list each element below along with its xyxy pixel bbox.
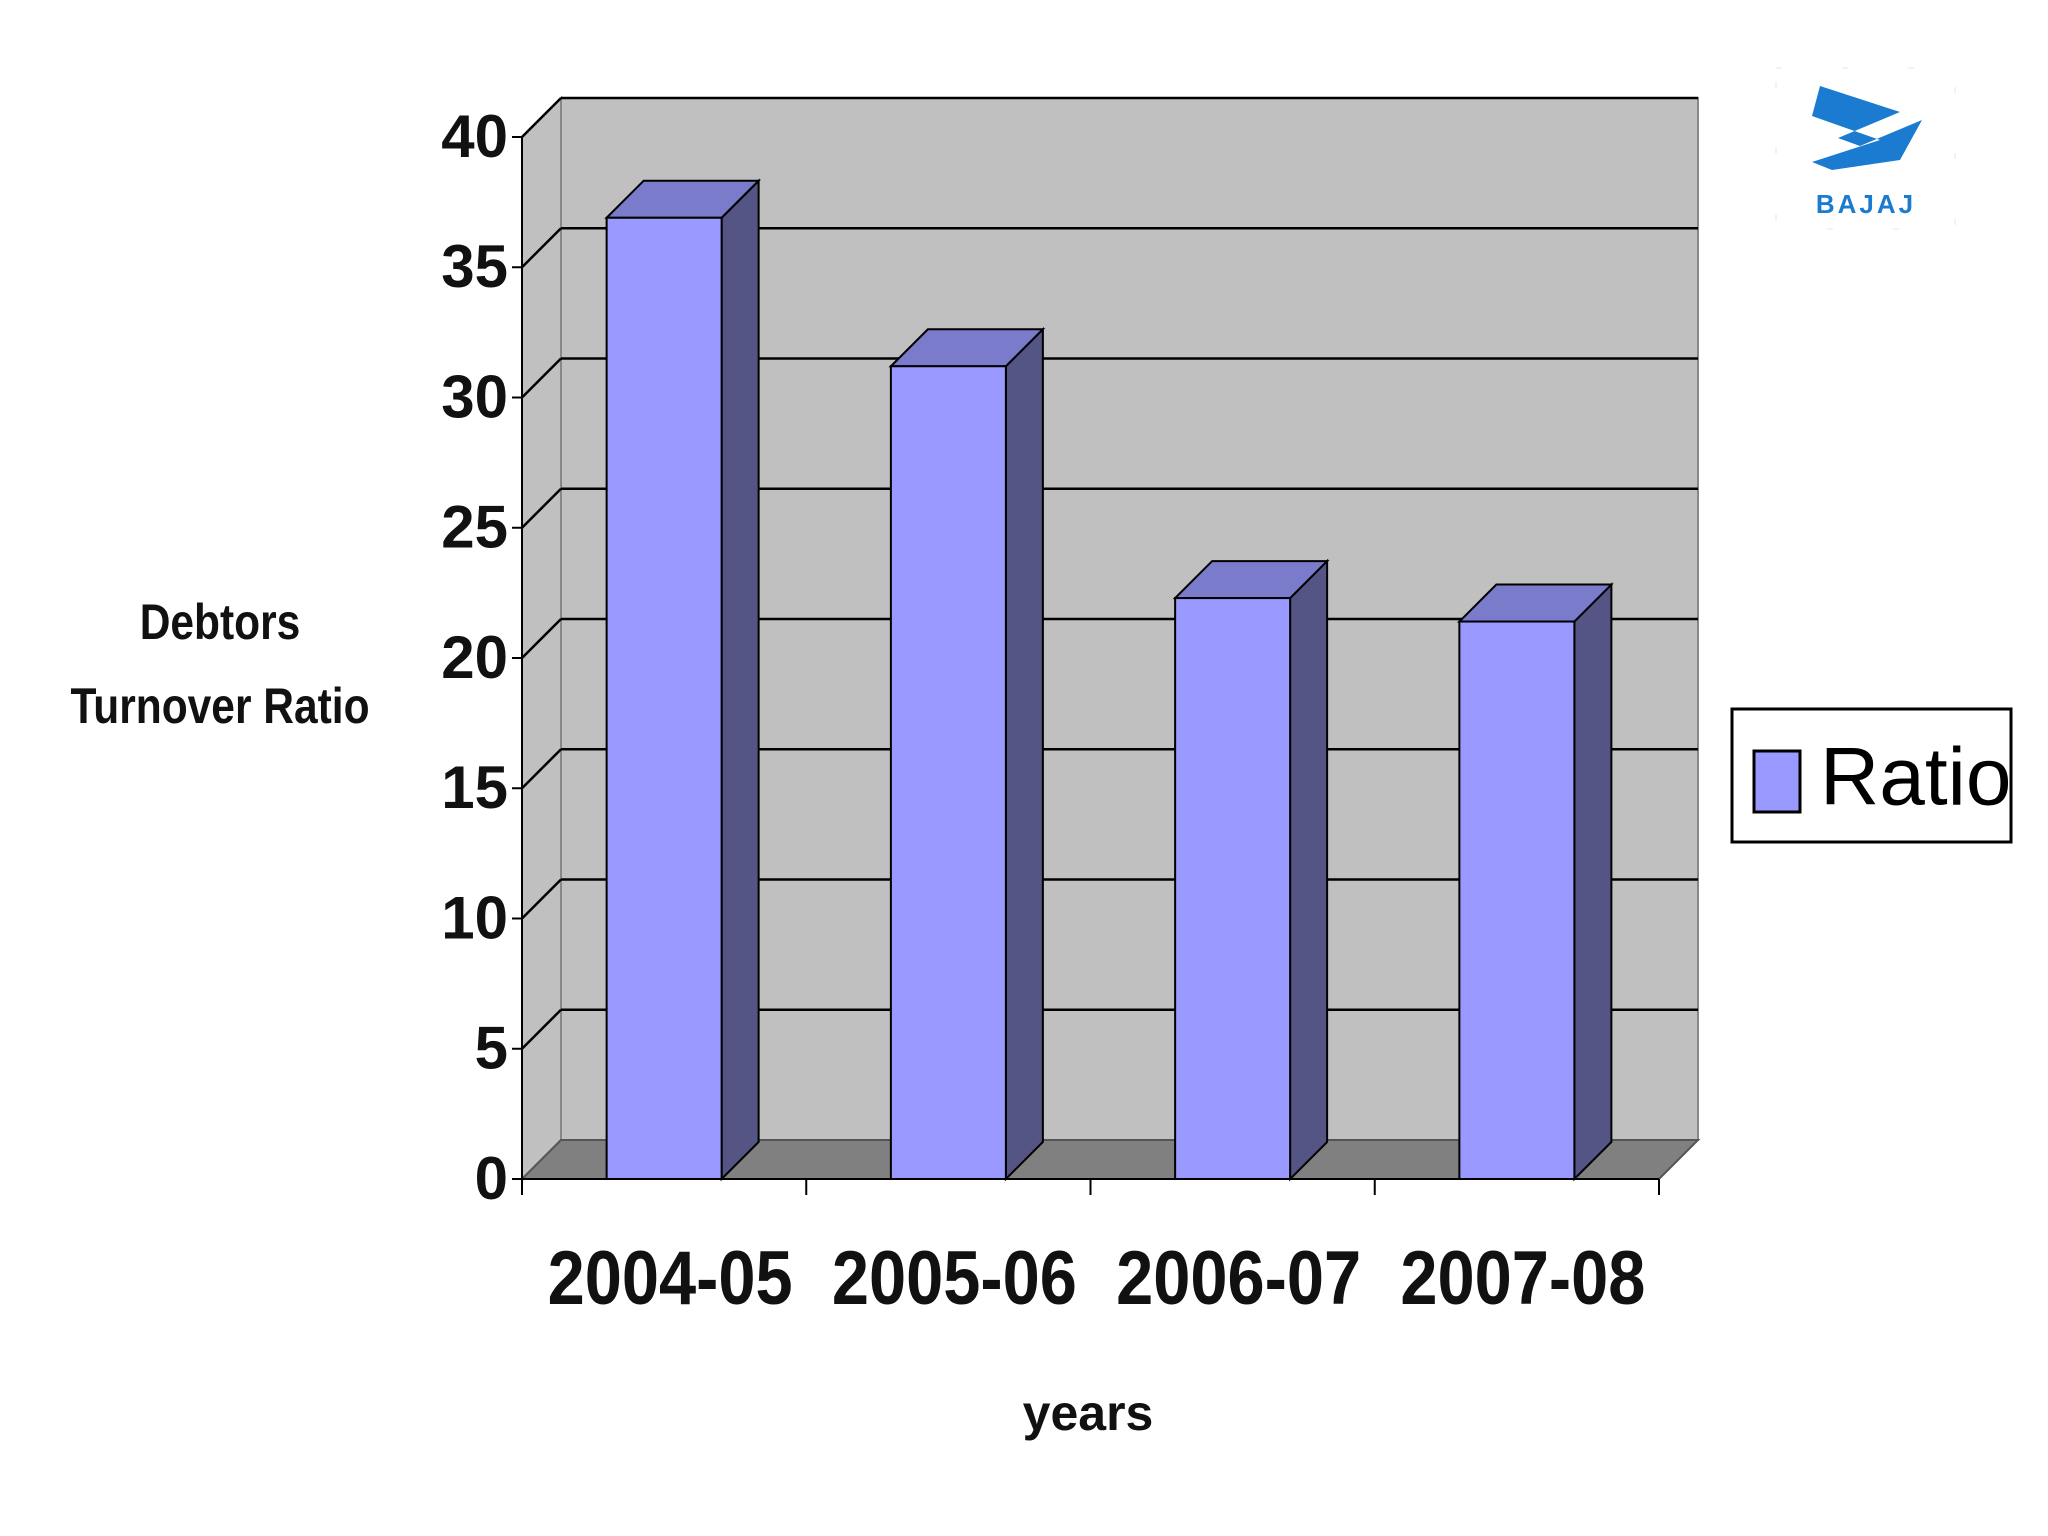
x-tick-label: 2006-07	[1116, 1236, 1361, 1321]
y-tick-label: 20	[441, 624, 508, 691]
y-tick-label: 0	[475, 1145, 508, 1212]
bar	[1174, 597, 1292, 1180]
grid-line-side	[521, 227, 562, 269]
bar	[605, 216, 723, 1180]
grid-line-side	[521, 357, 562, 399]
logo-frame	[1775, 67, 1956, 230]
y-tick-label: 25	[441, 494, 508, 561]
logo: BAJAJ	[1775, 67, 1956, 230]
y-tick-label: 10	[441, 884, 508, 951]
grid-line-side	[521, 97, 562, 138]
logo-text: BAJAJ	[1816, 189, 1916, 219]
y-tick-label: 15	[441, 754, 508, 821]
bar-side	[1573, 582, 1613, 1182]
bar-side	[720, 178, 760, 1182]
bar	[1458, 620, 1576, 1180]
x-tick-label: 2007-08	[1400, 1236, 1645, 1321]
grid-line-side	[521, 487, 562, 529]
bar	[889, 365, 1007, 1180]
x-tick-label: 2004-05	[548, 1236, 793, 1321]
y-tick-label: 35	[441, 233, 508, 300]
grid-line-side	[521, 618, 562, 659]
logo-mark	[1812, 86, 1922, 170]
bar-side	[1004, 326, 1044, 1182]
grid-line-side	[521, 1008, 562, 1050]
legend-label: Ratio	[1820, 732, 2011, 823]
y-axis-label: Debtors Turnover Ratio	[70, 594, 370, 734]
bar-side	[1289, 558, 1329, 1182]
x-axis-label: years	[1023, 1385, 1154, 1441]
y-tick-label: 30	[441, 363, 508, 430]
grid-line-side	[521, 878, 562, 920]
y-tick-label: 5	[475, 1015, 508, 1082]
x-tick-label: 2005-06	[832, 1236, 1077, 1321]
y-tick-label: 40	[441, 103, 508, 170]
legend-swatch	[1752, 749, 1802, 814]
grid-line-side	[521, 748, 562, 790]
